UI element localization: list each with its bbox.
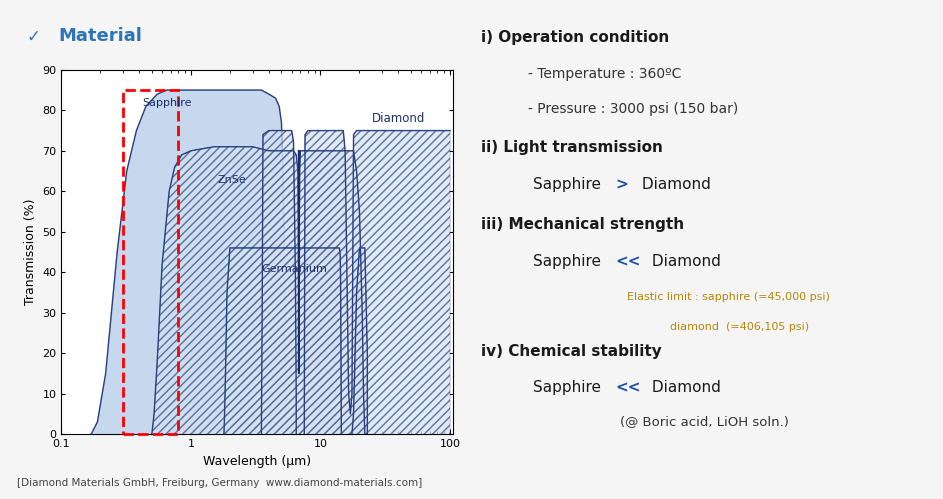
Text: Material: Material xyxy=(58,27,142,45)
X-axis label: Wavelength (μm): Wavelength (μm) xyxy=(203,455,311,468)
Text: Diamond: Diamond xyxy=(647,380,720,395)
Text: ZnSe: ZnSe xyxy=(217,175,246,185)
Text: Germanium: Germanium xyxy=(261,264,327,274)
Text: Diamond: Diamond xyxy=(647,254,720,269)
Text: Diamond: Diamond xyxy=(372,112,425,125)
Text: >: > xyxy=(616,177,629,192)
Text: Elastic limit : sapphire (=45,000 psi): Elastic limit : sapphire (=45,000 psi) xyxy=(627,292,830,302)
Text: - Temperature : 360ºC: - Temperature : 360ºC xyxy=(528,67,682,81)
Text: - Pressure : 3000 psi (150 bar): - Pressure : 3000 psi (150 bar) xyxy=(528,102,738,116)
Text: Sapphire: Sapphire xyxy=(533,254,605,269)
Polygon shape xyxy=(352,248,368,434)
Polygon shape xyxy=(152,147,365,434)
Polygon shape xyxy=(305,131,450,434)
Text: <<: << xyxy=(616,254,641,269)
Text: iv) Chemical stability: iv) Chemical stability xyxy=(481,344,662,359)
Y-axis label: Transmission (%): Transmission (%) xyxy=(24,199,37,305)
Text: Sapphire: Sapphire xyxy=(533,177,605,192)
Text: Diamond: Diamond xyxy=(637,177,710,192)
Bar xyxy=(124,90,178,434)
Text: [Diamond Materials GmbH, Freiburg, Germany  www.diamond-materials.com]: [Diamond Materials GmbH, Freiburg, Germa… xyxy=(17,478,422,488)
Text: Sapphire: Sapphire xyxy=(142,98,191,108)
Polygon shape xyxy=(223,248,341,434)
Text: diamond  (=406,105 psi): diamond (=406,105 psi) xyxy=(670,322,809,332)
Text: (@ Boric acid, LiOH soln.): (@ Boric acid, LiOH soln.) xyxy=(620,415,789,428)
Text: iii) Mechanical strength: iii) Mechanical strength xyxy=(481,217,684,232)
Text: ✓: ✓ xyxy=(26,27,41,45)
Text: i) Operation condition: i) Operation condition xyxy=(481,30,670,45)
Text: Sapphire: Sapphire xyxy=(533,380,605,395)
Text: <<: << xyxy=(616,380,641,395)
Polygon shape xyxy=(261,131,296,434)
Polygon shape xyxy=(91,90,287,434)
Text: ii) Light transmission: ii) Light transmission xyxy=(481,140,663,155)
